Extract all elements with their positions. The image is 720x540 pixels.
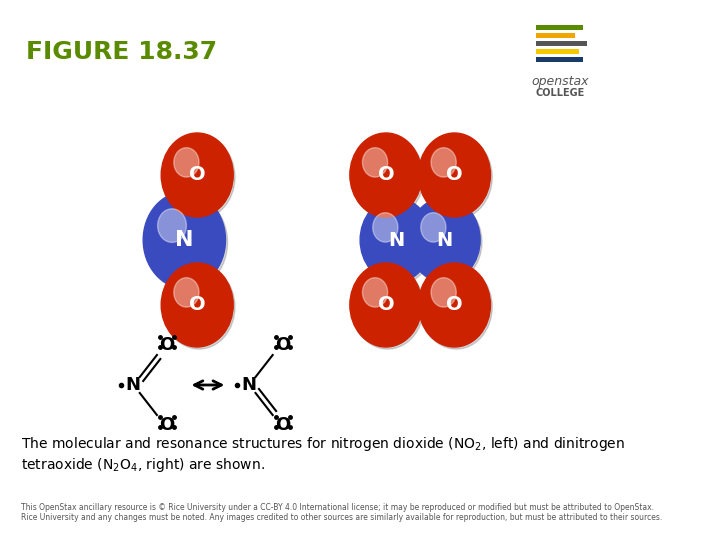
Text: COLLEGE: COLLEGE — [535, 88, 585, 98]
Circle shape — [362, 278, 387, 307]
FancyBboxPatch shape — [536, 49, 579, 54]
Circle shape — [350, 263, 422, 347]
Circle shape — [420, 213, 446, 242]
Circle shape — [351, 135, 423, 219]
Circle shape — [420, 135, 492, 219]
FancyBboxPatch shape — [536, 33, 575, 38]
Circle shape — [362, 200, 434, 284]
Text: This OpenStax ancillary resource is © Rice University under a CC-BY 4.0 Internat: This OpenStax ancillary resource is © Ri… — [22, 503, 662, 522]
Circle shape — [161, 133, 233, 217]
Text: O: O — [189, 165, 205, 185]
Circle shape — [360, 198, 432, 282]
Circle shape — [163, 135, 235, 219]
Circle shape — [362, 148, 387, 177]
Circle shape — [410, 200, 482, 284]
Text: N: N — [436, 231, 452, 249]
Text: O: O — [446, 165, 463, 185]
Circle shape — [163, 265, 235, 349]
Text: O: O — [275, 416, 291, 434]
Circle shape — [418, 263, 490, 347]
Text: N: N — [125, 376, 140, 394]
Circle shape — [420, 265, 492, 349]
Circle shape — [158, 209, 186, 242]
FancyBboxPatch shape — [536, 41, 588, 46]
Text: O: O — [275, 336, 291, 354]
Text: O: O — [160, 336, 175, 354]
FancyBboxPatch shape — [536, 57, 583, 62]
FancyArrowPatch shape — [194, 381, 221, 389]
FancyBboxPatch shape — [536, 25, 583, 30]
Circle shape — [174, 278, 199, 307]
Circle shape — [418, 133, 490, 217]
Circle shape — [351, 265, 423, 349]
Text: N: N — [241, 376, 256, 394]
Text: O: O — [446, 295, 463, 314]
Text: N: N — [388, 231, 404, 249]
Text: O: O — [189, 295, 205, 314]
Text: FIGURE 18.37: FIGURE 18.37 — [26, 40, 217, 64]
Text: O: O — [377, 165, 394, 185]
Text: The molecular and resonance structures for nitrogen dioxide (NO$_2$, left) and d: The molecular and resonance structures f… — [22, 435, 626, 474]
Circle shape — [174, 148, 199, 177]
Circle shape — [145, 194, 228, 291]
Text: O: O — [377, 295, 394, 314]
Circle shape — [350, 133, 422, 217]
Circle shape — [161, 263, 233, 347]
Circle shape — [408, 198, 480, 282]
Text: O: O — [160, 416, 175, 434]
Circle shape — [373, 213, 398, 242]
Circle shape — [431, 148, 456, 177]
Circle shape — [143, 192, 225, 288]
Circle shape — [431, 278, 456, 307]
Text: openstax: openstax — [531, 75, 589, 88]
Text: N: N — [175, 230, 194, 250]
